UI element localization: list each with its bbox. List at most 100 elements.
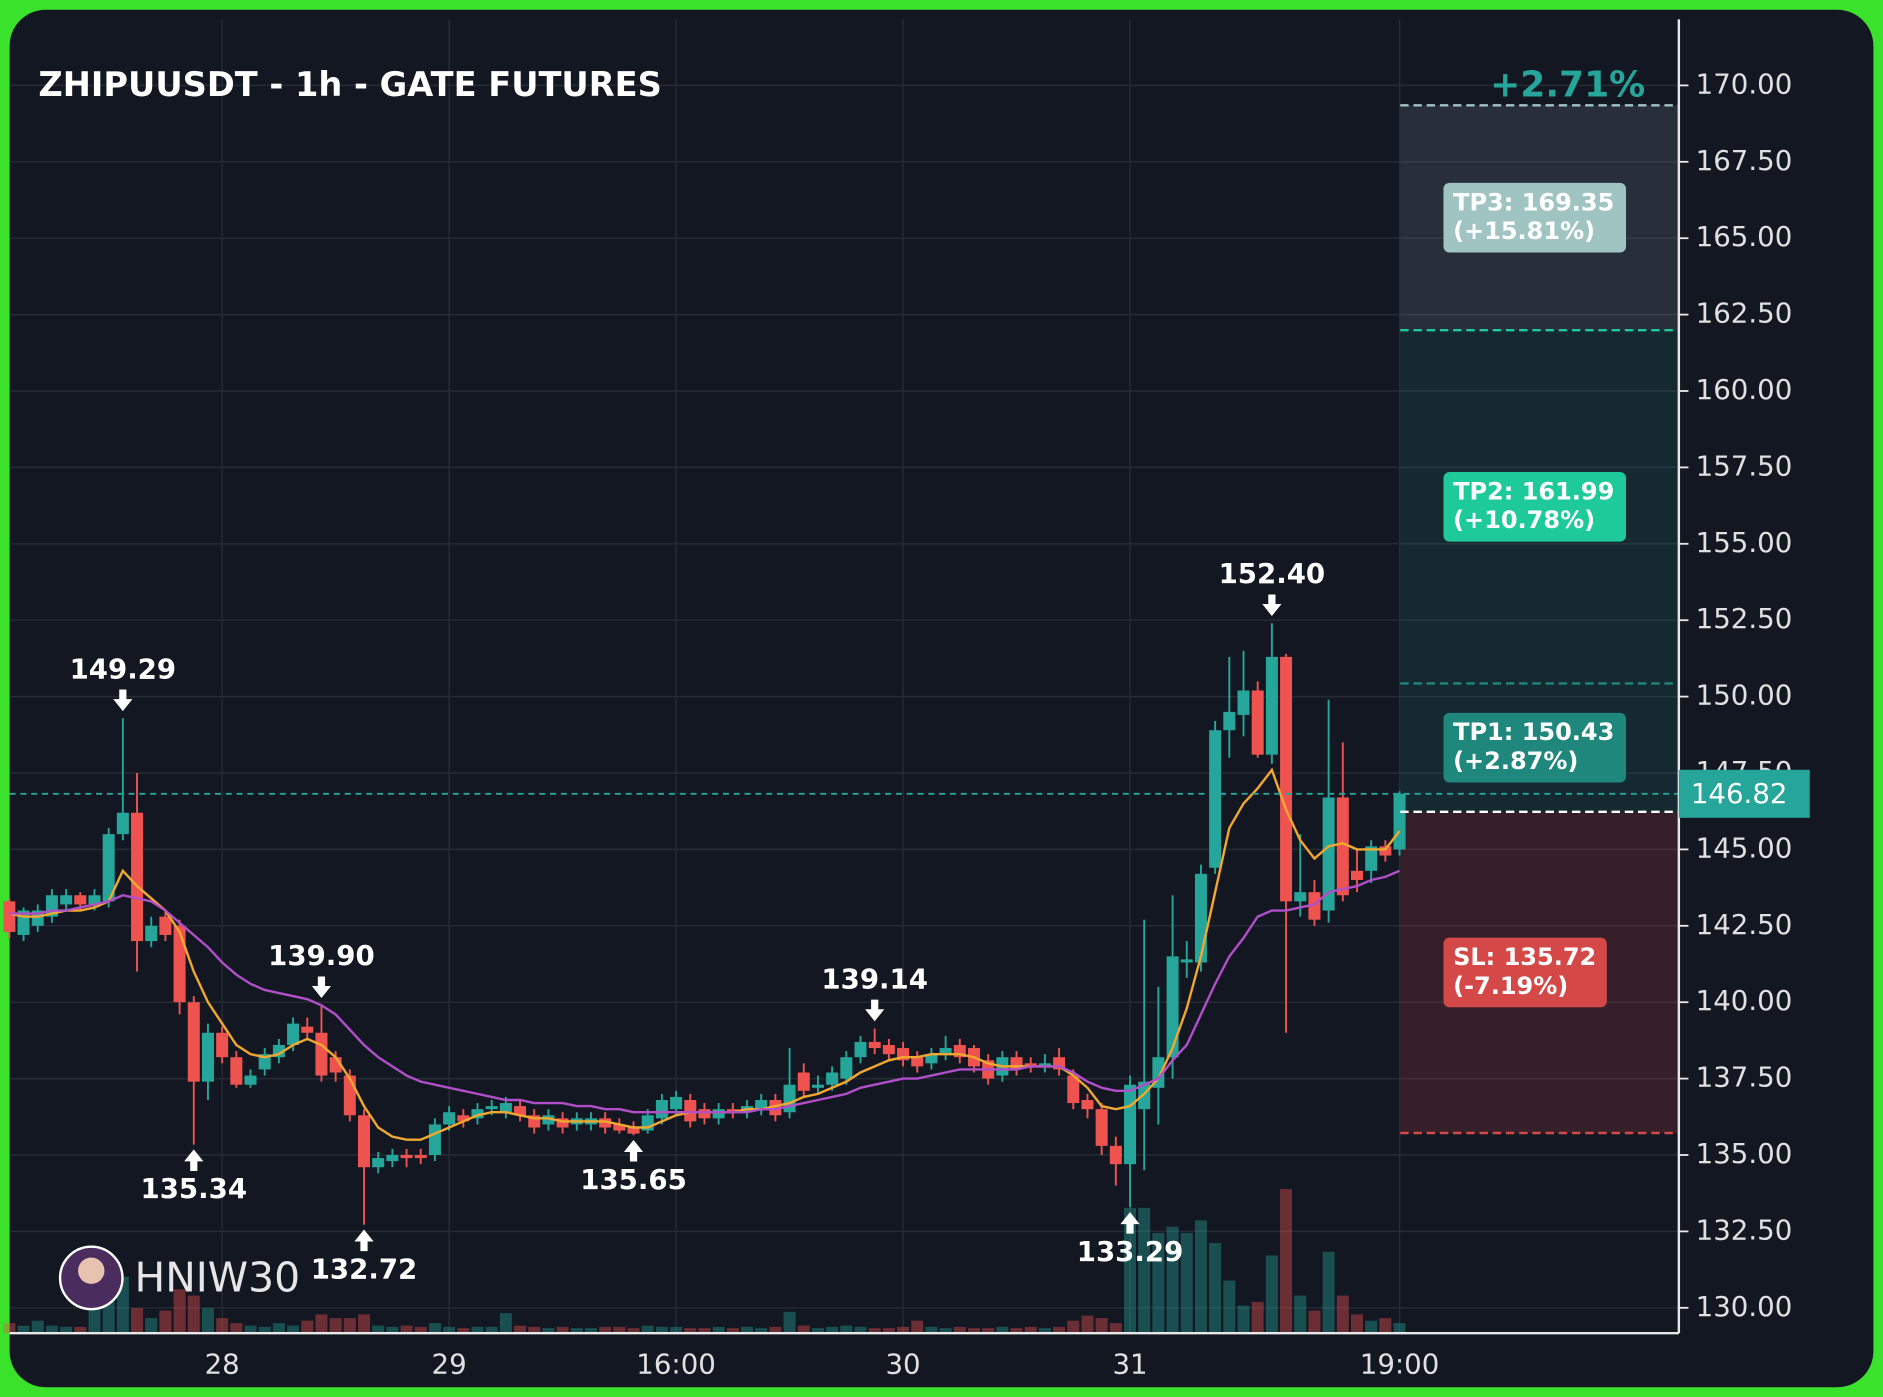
candle-body bbox=[1294, 892, 1307, 902]
candle-body bbox=[457, 1115, 470, 1122]
candle-body bbox=[1237, 690, 1250, 715]
candle-body bbox=[60, 895, 73, 905]
volume-bar bbox=[1322, 1251, 1335, 1334]
candle-body bbox=[1166, 956, 1179, 1058]
y-tick-label: 167.50 bbox=[1696, 144, 1793, 177]
candle-body bbox=[116, 812, 129, 835]
candle-body bbox=[1308, 892, 1321, 920]
level-box bbox=[1443, 712, 1627, 783]
volume-bar bbox=[1095, 1318, 1108, 1334]
volume-bar bbox=[187, 1295, 200, 1334]
candle-body bbox=[1265, 656, 1278, 755]
volume bbox=[3, 1189, 1406, 1334]
moving-average bbox=[9, 869, 1401, 1114]
volume-bar bbox=[670, 1326, 683, 1334]
candle-body bbox=[287, 1023, 300, 1045]
volume-bar bbox=[741, 1326, 754, 1334]
candle-body bbox=[1336, 797, 1349, 896]
axis-labels: 130.00 132.50 135.00 137.50 140.00 142.50 145.… bbox=[205, 67, 1793, 1380]
candle-body bbox=[811, 1084, 824, 1088]
candle-body bbox=[414, 1155, 427, 1159]
y-tick-label: 170.00 bbox=[1696, 67, 1793, 100]
volume-bar bbox=[1010, 1328, 1023, 1334]
volume-bar bbox=[1365, 1320, 1378, 1334]
x-tick-label: 19:00 bbox=[1360, 1348, 1440, 1381]
level-change: (+15.81%) bbox=[1453, 217, 1595, 245]
arrow-down bbox=[113, 689, 133, 712]
candle-body bbox=[1067, 1075, 1080, 1104]
candle-body bbox=[102, 834, 115, 902]
candle-body bbox=[1280, 656, 1293, 902]
level-change: (-7.19%) bbox=[1453, 972, 1568, 1000]
candle-body bbox=[712, 1109, 725, 1119]
annotation-label: 135.65 bbox=[580, 1163, 687, 1196]
volume-bar bbox=[996, 1326, 1009, 1334]
volume-bar bbox=[329, 1318, 342, 1334]
candle-body bbox=[726, 1109, 739, 1113]
candle-body bbox=[670, 1096, 683, 1110]
candle-body bbox=[911, 1057, 924, 1067]
volume-bar bbox=[1081, 1315, 1094, 1334]
candle-body bbox=[187, 1002, 200, 1082]
volume-bar bbox=[570, 1328, 583, 1334]
volume-bar bbox=[726, 1328, 739, 1334]
candle-body bbox=[428, 1124, 441, 1156]
volume-bar bbox=[31, 1320, 44, 1334]
volume-bar bbox=[1350, 1314, 1363, 1334]
y-tick-label: 140.00 bbox=[1696, 984, 1793, 1017]
annotation-label: 139.14 bbox=[821, 962, 928, 995]
candle-body bbox=[301, 1026, 314, 1033]
volume-bar bbox=[769, 1326, 782, 1334]
candle-body bbox=[1124, 1084, 1137, 1165]
candle-body bbox=[1379, 846, 1392, 856]
volume-bar bbox=[514, 1325, 527, 1334]
volume-bar bbox=[868, 1328, 881, 1334]
watermark: HNIW30 bbox=[135, 1253, 301, 1301]
candle-body bbox=[868, 1041, 881, 1049]
volume-bar bbox=[258, 1326, 271, 1334]
y-tick-label: 160.00 bbox=[1696, 373, 1793, 406]
level-label: SL: 135.72 bbox=[1453, 943, 1596, 971]
volume-bar bbox=[17, 1325, 30, 1334]
arrow-down bbox=[865, 999, 885, 1022]
candle-body bbox=[3, 901, 16, 932]
volume-bar bbox=[627, 1328, 640, 1334]
volume-bar bbox=[1124, 1207, 1137, 1334]
level-label: TP1: 150.43 bbox=[1453, 718, 1614, 746]
y-tick-label: 165.00 bbox=[1696, 220, 1793, 253]
volume-bar bbox=[528, 1326, 541, 1334]
volume-bar bbox=[428, 1323, 441, 1334]
volume-bar bbox=[1038, 1328, 1051, 1334]
volume-bar bbox=[315, 1314, 328, 1334]
volume-bar bbox=[925, 1326, 938, 1334]
candle-body bbox=[201, 1032, 214, 1082]
volume-bar bbox=[201, 1308, 214, 1334]
candle-body bbox=[939, 1048, 952, 1055]
volume-bar bbox=[159, 1310, 172, 1334]
candle-body bbox=[145, 925, 158, 942]
candle-body bbox=[684, 1099, 697, 1122]
change-label: +2.71% bbox=[1490, 65, 1645, 106]
arrow-down bbox=[311, 976, 332, 999]
y-tick-label: 155.00 bbox=[1696, 526, 1793, 559]
candle-body bbox=[372, 1158, 385, 1168]
candle-body bbox=[613, 1124, 626, 1131]
volume-bar bbox=[1223, 1280, 1236, 1334]
annotation-label: 139.90 bbox=[268, 939, 375, 972]
volume-bar bbox=[145, 1318, 158, 1334]
volume-bar bbox=[272, 1323, 285, 1334]
arrow-up bbox=[623, 1139, 644, 1162]
y-tick-label: 132.50 bbox=[1696, 1213, 1793, 1246]
candle-body bbox=[925, 1054, 938, 1064]
volume-bar bbox=[599, 1326, 612, 1334]
volume-bar bbox=[230, 1323, 243, 1334]
panel bbox=[9, 9, 1874, 1388]
candle-body bbox=[599, 1118, 612, 1128]
volume-bar bbox=[797, 1325, 810, 1334]
annotation-label: 135.34 bbox=[141, 1172, 248, 1205]
volume-bar bbox=[400, 1325, 413, 1334]
last-price-box bbox=[1678, 769, 1810, 818]
level-box bbox=[1443, 937, 1607, 1008]
volume-bar bbox=[3, 1323, 16, 1334]
